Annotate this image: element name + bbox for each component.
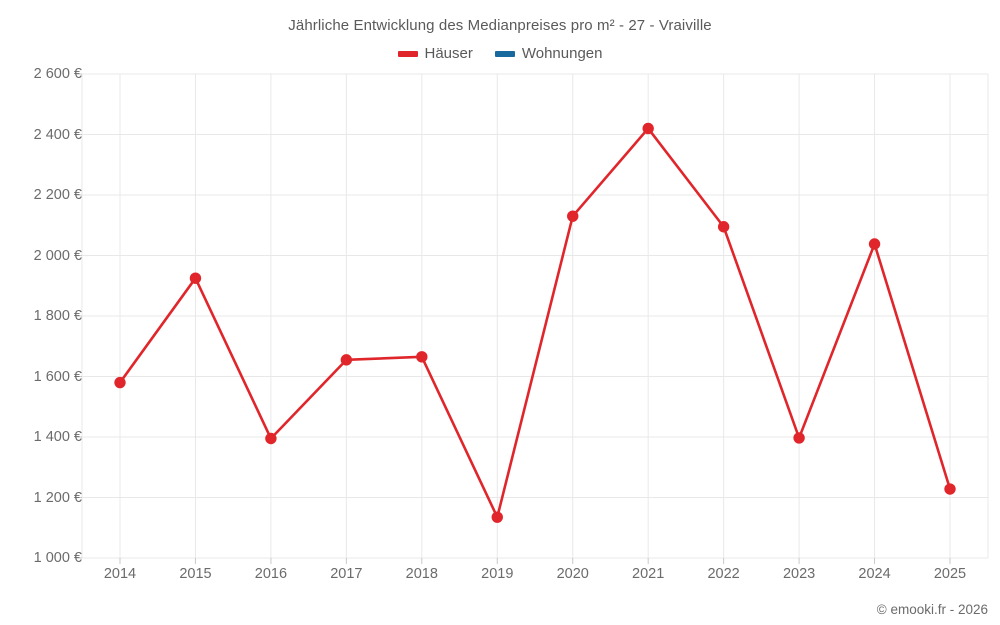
series-line-0 (118, 127, 952, 519)
page-title: Jährliche Entwicklung des Medianpreises … (288, 17, 712, 34)
y-axis-tick-label: 1 800 € (33, 308, 82, 324)
x-axis-tick-label: 2021 (632, 566, 665, 582)
data-point[interactable] (340, 354, 353, 366)
x-axis-tick-label: 2023 (782, 566, 816, 582)
data-point[interactable] (416, 351, 428, 363)
legend-item-wohnungen[interactable]: Wohnungen (494, 45, 603, 62)
data-point[interactable] (793, 432, 805, 444)
x-axis-tick-label: 2017 (330, 566, 363, 582)
legend-swatch-hauser (397, 50, 418, 57)
footer-credit: © emooki.fr - 2026 (876, 602, 988, 617)
x-axis-tick-label: 2015 (179, 566, 212, 582)
legend-swatch-wohnungen (494, 50, 515, 57)
x-axis-tick-label: 2025 (933, 566, 967, 582)
data-point[interactable] (189, 272, 202, 284)
legend-label-hauser: Häuser (424, 45, 473, 62)
y-axis-tick-label: 1 400 € (33, 429, 82, 445)
y-axis-tick-label: 2 400 € (33, 126, 82, 143)
x-axis-tick-label: 2020 (556, 566, 589, 582)
data-point[interactable] (868, 238, 881, 250)
y-axis-tick-label: 1 000 € (33, 550, 82, 566)
legend-label-wohnungen: Wohnungen (521, 45, 603, 62)
data-point[interactable] (265, 432, 277, 445)
y-axis-tick-label: 1 200 € (33, 489, 82, 506)
data-point[interactable] (114, 376, 126, 389)
x-axis-tick-label: 2019 (481, 566, 514, 582)
data-point[interactable] (944, 483, 956, 495)
data-point[interactable] (491, 511, 503, 523)
x-axis-tick-label: 2024 (858, 566, 891, 582)
legend-item-hauser[interactable]: Häuser (397, 45, 473, 62)
y-axis-tick-label: 2 000 € (33, 247, 82, 264)
y-axis-tick-label: 2 600 € (33, 66, 82, 82)
chart-legend: Häuser Wohnungen (0, 45, 1000, 62)
data-point[interactable] (717, 221, 730, 233)
y-axis-tick-label: 1 600 € (33, 368, 82, 385)
x-axis-tick-label: 2014 (103, 566, 137, 582)
y-axis-tick-label: 2 200 € (33, 187, 82, 203)
x-axis-tick-label: 2022 (707, 566, 740, 582)
x-axis-tick-label: 2016 (254, 566, 288, 582)
y-axis-labels: 1 000 € 1 200 € 1 400 € 1 600 € 1 800 € 2 000… (0, 0, 82, 625)
data-point[interactable] (567, 210, 579, 222)
data-point[interactable] (642, 122, 654, 135)
x-axis-tick-label: 2018 (405, 566, 438, 582)
